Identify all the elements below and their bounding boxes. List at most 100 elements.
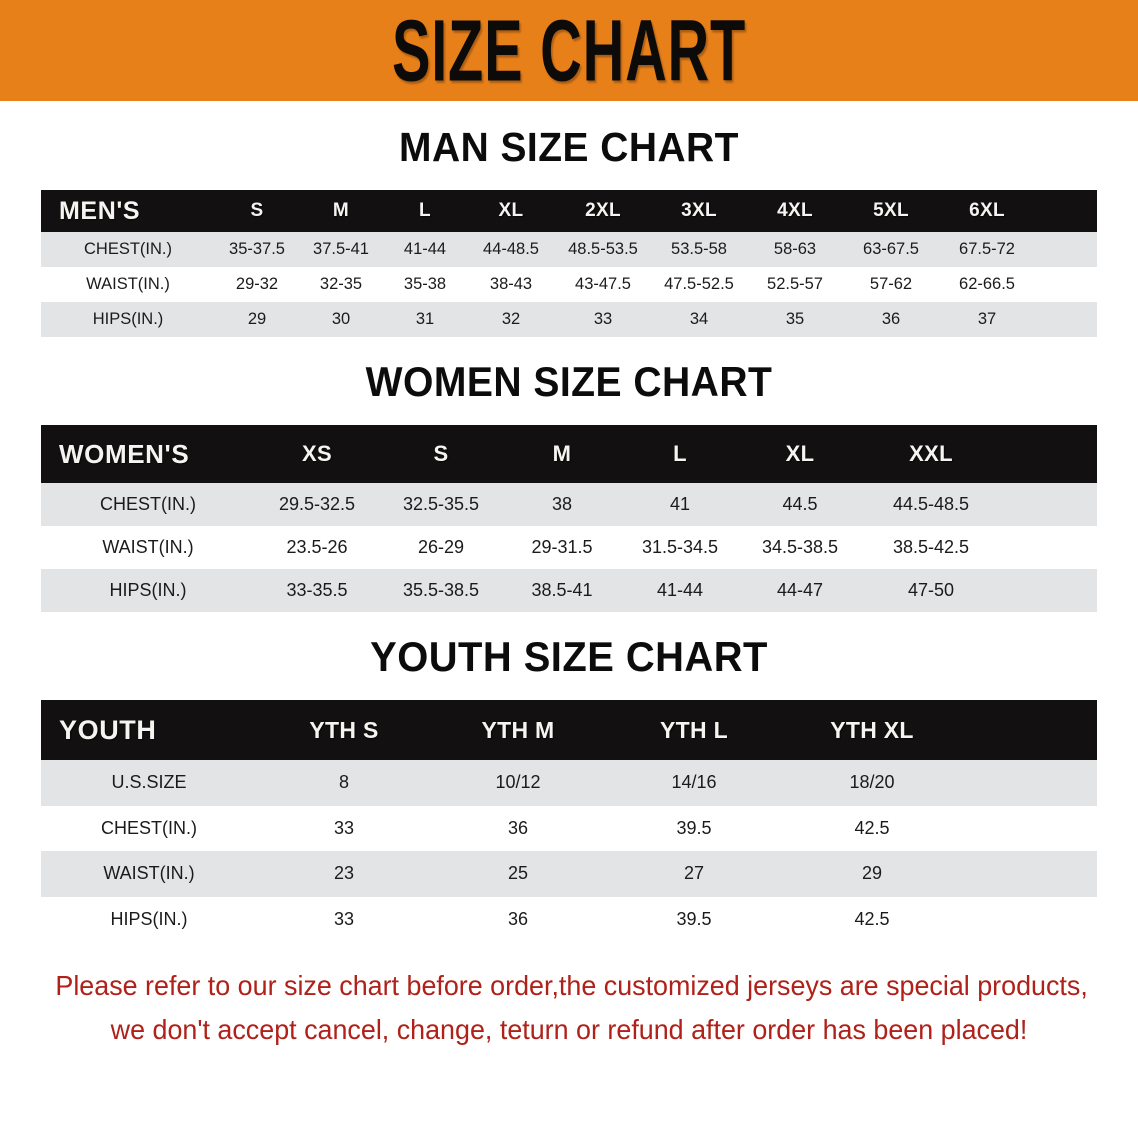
table-cell: 35.5-38.5 bbox=[402, 580, 480, 600]
table-cell: 23.5-26 bbox=[286, 537, 348, 557]
table-cell: 41-44 bbox=[403, 240, 447, 258]
table-cell: 62-66.5 bbox=[959, 275, 1015, 293]
table-cell: 29-31.5 bbox=[531, 537, 593, 557]
youth-size-header-1: YTH M bbox=[481, 716, 555, 743]
table-cell: 47.5-52.5 bbox=[664, 275, 734, 293]
youth-section-title: YOUTH SIZE CHART bbox=[370, 633, 768, 680]
table-cell: 29 bbox=[247, 310, 267, 328]
women-row-label-0: CHEST(IN.) bbox=[100, 494, 196, 514]
table-cell-spacer bbox=[961, 760, 1097, 806]
man-chart-block: MEN'S S M L XL 2XL 3XL 4XL 5XL 6XL CHEST(IN.) 35-37… bbox=[41, 190, 1097, 337]
table-cell: 32 bbox=[501, 310, 521, 328]
youth-row-label-2: WAIST(IN.) bbox=[103, 863, 195, 884]
youth-row-label-3: HIPS(IN.) bbox=[110, 908, 188, 929]
table-cell-spacer bbox=[961, 806, 1097, 852]
table-cell: 26-29 bbox=[417, 537, 465, 557]
table-cell: 32.5-35.5 bbox=[402, 494, 480, 514]
women-size-header-1: S bbox=[433, 441, 449, 466]
table-cell-spacer bbox=[961, 897, 1097, 943]
man-header-spacer bbox=[1035, 190, 1097, 232]
table-cell: 10/12 bbox=[495, 772, 541, 793]
table-cell: 38.5-42.5 bbox=[892, 537, 970, 557]
table-cell: 29 bbox=[861, 863, 883, 884]
disclaimer-line-2: we don't accept cancel, change, teturn o… bbox=[110, 1014, 1028, 1045]
table-cell: 47-50 bbox=[907, 580, 955, 600]
women-size-header-0: XS bbox=[302, 441, 332, 466]
youth-size-header-3: YTH XL bbox=[830, 716, 914, 743]
table-cell: 52.5-57 bbox=[767, 275, 823, 293]
man-size-header-6: 4XL bbox=[777, 200, 813, 221]
women-row-label-2: HIPS(IN.) bbox=[109, 580, 187, 600]
youth-size-header-0: YTH S bbox=[309, 716, 379, 743]
table-row: CHEST(IN.) 29.5-32.5 32.5-35.5 38 41 44.5 44.5… bbox=[41, 483, 1097, 526]
man-size-header-7: 5XL bbox=[873, 200, 909, 221]
man-size-table: MEN'S S M L XL 2XL 3XL 4XL 5XL 6XL CHEST(IN.) 35-37… bbox=[41, 190, 1097, 337]
page-title: SIZE CHART bbox=[391, 0, 747, 99]
table-cell: 8 bbox=[338, 772, 349, 793]
women-corner-label: WOMEN'S bbox=[59, 438, 190, 469]
table-cell: 34.5-38.5 bbox=[761, 537, 839, 557]
man-size-header-4: 2XL bbox=[585, 200, 621, 221]
table-cell: 25 bbox=[507, 863, 529, 884]
table-cell-spacer bbox=[961, 851, 1097, 897]
man-corner-label: MEN'S bbox=[59, 196, 141, 225]
disclaimer: Please refer to our size chart before or… bbox=[55, 942, 1087, 1052]
table-cell: 35-38 bbox=[403, 275, 447, 293]
table-cell: 44.5 bbox=[782, 494, 818, 514]
man-size-header-2: L bbox=[419, 200, 431, 221]
table-cell-spacer bbox=[1035, 267, 1097, 302]
table-cell: 44-47 bbox=[776, 580, 824, 600]
table-cell: 35-37.5 bbox=[229, 240, 285, 258]
table-cell: 23 bbox=[333, 863, 355, 884]
table-cell: 27 bbox=[683, 863, 705, 884]
table-cell: 63-67.5 bbox=[863, 240, 919, 258]
table-cell: 29-32 bbox=[235, 275, 279, 293]
table-cell: 41 bbox=[669, 494, 691, 514]
table-cell: 41-44 bbox=[656, 580, 704, 600]
table-cell-spacer bbox=[1001, 526, 1097, 569]
table-row: WAIST(IN.) 29-32 32-35 35-38 38-43 43-47.5 47.… bbox=[41, 267, 1097, 302]
table-row: WAIST(IN.) 23.5-26 26-29 29-31.5 31.5-34.5 34… bbox=[41, 526, 1097, 569]
man-row-label-0: CHEST(IN.) bbox=[84, 240, 172, 258]
women-section-title: WOMEN SIZE CHART bbox=[365, 358, 773, 405]
table-cell-spacer bbox=[1035, 232, 1097, 267]
table-cell: 53.5-58 bbox=[671, 240, 727, 258]
table-cell: 33 bbox=[333, 817, 355, 838]
table-cell: 44-48.5 bbox=[483, 240, 539, 258]
man-size-header-1: M bbox=[332, 200, 350, 221]
women-header-row: WOMEN'S XS S M L XL XXL bbox=[41, 425, 1097, 483]
table-cell: 36 bbox=[507, 908, 529, 929]
table-cell: 48.5-53.5 bbox=[568, 240, 638, 258]
man-size-header-3: XL bbox=[498, 200, 524, 221]
table-cell: 31.5-34.5 bbox=[641, 537, 719, 557]
youth-row-label-1: CHEST(IN.) bbox=[101, 817, 197, 838]
women-row-label-1: WAIST(IN.) bbox=[102, 537, 194, 557]
table-cell: 31 bbox=[415, 310, 435, 328]
table-cell: 43-47.5 bbox=[575, 275, 631, 293]
man-size-header-0: S bbox=[250, 200, 264, 221]
women-size-table: WOMEN'S XS S M L XL XXL CHEST(IN.) 29.5-32.5 32.5… bbox=[41, 425, 1097, 612]
table-cell: 39.5 bbox=[676, 908, 712, 929]
youth-header-row: YOUTH YTH S YTH M YTH L YTH XL bbox=[41, 700, 1097, 760]
table-cell: 38 bbox=[551, 494, 573, 514]
table-row: CHEST(IN.) 35-37.5 37.5-41 41-44 44-48.5 48.5… bbox=[41, 232, 1097, 267]
table-cell: 36 bbox=[881, 310, 901, 328]
youth-row-label-0: U.S.SIZE bbox=[111, 772, 187, 793]
man-row-label-2: HIPS(IN.) bbox=[92, 310, 164, 328]
table-cell: 30 bbox=[331, 310, 351, 328]
table-row: HIPS(IN.) 33 36 39.5 42.5 bbox=[41, 896, 1097, 943]
table-row: HIPS(IN.) 29 30 31 32 33 34 35 36 37 bbox=[41, 302, 1097, 337]
man-header-row: MEN'S S M L XL 2XL 3XL 4XL 5XL 6XL bbox=[41, 190, 1097, 232]
table-cell-spacer bbox=[1035, 302, 1097, 337]
women-size-header-4: XL bbox=[785, 441, 815, 466]
table-cell: 33-35.5 bbox=[286, 580, 348, 600]
table-row: CHEST(IN.) 33 36 39.5 42.5 bbox=[41, 805, 1097, 852]
man-size-header-5: 3XL bbox=[681, 200, 717, 221]
women-chart-block: WOMEN'S XS S M L XL XXL CHEST(IN.) 29.5-32.5 32.5… bbox=[41, 425, 1097, 612]
women-size-header-2: M bbox=[552, 441, 572, 466]
table-cell: 58-63 bbox=[773, 240, 817, 258]
table-cell: 39.5 bbox=[676, 817, 712, 838]
table-cell-spacer bbox=[1001, 569, 1097, 612]
table-cell: 34 bbox=[689, 310, 709, 328]
table-cell: 33 bbox=[593, 310, 613, 328]
